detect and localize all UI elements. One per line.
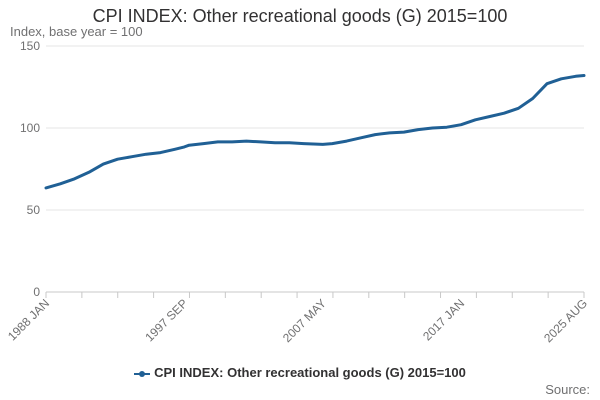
source-label: Source: bbox=[545, 382, 590, 397]
series-layer bbox=[44, 74, 586, 190]
axes: 0 50 100 150 1988 JAN 1997 SEP 2007 MAY 2017 JA… bbox=[5, 39, 590, 345]
x-tick-label: 1997 SEP bbox=[142, 296, 190, 344]
y-tick-label: 150 bbox=[20, 39, 40, 53]
chart-title: CPI INDEX: Other recreational goods (G) … bbox=[92, 6, 508, 26]
grid-lines bbox=[46, 45, 584, 211]
series-line-0[interactable] bbox=[44, 74, 586, 190]
legend-swatch-icon bbox=[134, 369, 151, 379]
y-tick-label: 50 bbox=[27, 203, 41, 217]
y-axis-label: Index, base year = 100 bbox=[10, 24, 143, 39]
y-tick-label: 100 bbox=[20, 121, 40, 135]
legend[interactable]: CPI INDEX: Other recreational goods (G) … bbox=[0, 365, 600, 380]
x-tick-label: 2017 JAN bbox=[420, 296, 467, 343]
x-tick-label: 1988 JAN bbox=[5, 296, 52, 343]
y-tick-label: 0 bbox=[33, 285, 40, 299]
x-tick-label: 2025 AUG bbox=[541, 296, 590, 345]
x-tick-label: 2007 MAY bbox=[280, 296, 329, 345]
legend-entry-label: CPI INDEX: Other recreational goods (G) … bbox=[154, 365, 466, 380]
